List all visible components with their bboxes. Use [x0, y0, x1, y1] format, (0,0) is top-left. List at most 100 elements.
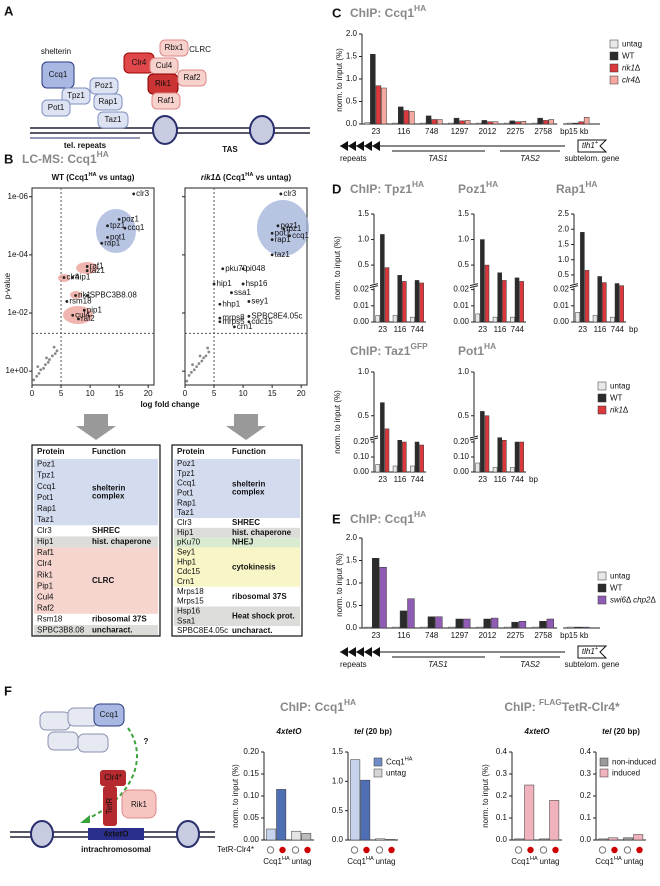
- panel-title-part: ChIP: Ccq1: [280, 700, 344, 714]
- point: [85, 269, 89, 273]
- x-tick-label: 10: [239, 389, 248, 398]
- x-tick-label-part: Ccq1: [263, 857, 282, 866]
- legend-label: untag: [610, 382, 630, 391]
- x-tick-label: 15: [115, 389, 124, 398]
- x-tick-label: untag: [291, 857, 311, 866]
- x-tick-label: 116: [394, 325, 407, 334]
- y-tick-label: 0.01: [553, 301, 569, 310]
- point-label: pip1: [87, 305, 103, 314]
- protein-cell: Hsp16: [177, 607, 201, 616]
- legend-label: rik1Δ: [610, 406, 629, 415]
- point: [43, 363, 47, 367]
- y-tick-label: 1e-02: [8, 308, 29, 317]
- bar: [580, 232, 585, 323]
- induction-on: [304, 846, 311, 854]
- y-tick-label: 0.0: [332, 835, 344, 844]
- legend-label: WT: [610, 584, 623, 593]
- y-tick-label: 0.5: [458, 260, 470, 269]
- chart-title: Pot1HA: [458, 341, 496, 358]
- bar: [448, 122, 454, 125]
- x-tick-label-part: HA: [614, 856, 622, 862]
- region-label: TAS: [222, 145, 238, 154]
- x-tick-label: 10: [86, 389, 95, 398]
- x-axis-label: log fold change: [140, 400, 200, 409]
- bar: [464, 120, 471, 125]
- table-group-bg: [174, 518, 300, 528]
- bar: [492, 316, 498, 323]
- legend-swatch: [609, 63, 619, 73]
- site-label: 4xtetO: [104, 830, 129, 839]
- legend-label-part: Δ: [623, 406, 629, 415]
- x-tick-label: 744: [411, 325, 425, 334]
- y-tick-label: 1.0: [332, 776, 344, 785]
- table-group-bg: [34, 624, 158, 636]
- y-tick-label: 0.5: [346, 97, 358, 106]
- x-tick-label: 116: [494, 475, 507, 484]
- table-group-bg: [174, 626, 300, 636]
- y-tick-label: 1.0: [458, 367, 470, 376]
- axis-break: [569, 285, 579, 289]
- bar: [592, 315, 598, 323]
- plot-title-part: vs untag): [253, 173, 291, 182]
- chart-title-part: ChIP: Taz1: [350, 344, 411, 358]
- point-label: tpz1: [110, 221, 126, 230]
- function-cell: Heat shock prot.: [232, 611, 295, 620]
- chart-title: Rap1HA: [556, 179, 597, 196]
- point-label: pi048: [246, 264, 266, 273]
- legend-swatch: [597, 595, 607, 605]
- question-mark: ?: [144, 737, 149, 746]
- legend-swatch: [609, 75, 619, 85]
- protein-cell: Taz1: [177, 508, 194, 517]
- y-tick-label: 0.0: [496, 835, 508, 844]
- chart-subtitle: 4xtetO: [524, 727, 551, 736]
- protein-label: Raf2: [184, 73, 201, 82]
- y-tick-label: 0.10: [353, 452, 369, 461]
- bar: [483, 618, 491, 629]
- bar: [519, 441, 524, 473]
- protein: [159, 39, 189, 57]
- chart-subtitle: 4xtetO: [276, 727, 303, 736]
- bar: [518, 621, 527, 629]
- legend-swatch: [597, 405, 607, 415]
- bar: [364, 122, 371, 125]
- y-tick-label: 1.0: [558, 255, 570, 264]
- function-cell: shelterin: [92, 483, 125, 492]
- axis-break: [469, 435, 479, 439]
- point: [123, 226, 127, 230]
- bar: [582, 626, 590, 629]
- x-tick-label: 0: [183, 389, 188, 398]
- bar: [419, 444, 424, 473]
- axis-break: [369, 437, 379, 441]
- y-tick-label: 1.5: [458, 209, 470, 218]
- point: [282, 227, 286, 231]
- function-cell: NHEJ: [232, 538, 253, 547]
- protein: [41, 99, 71, 117]
- table-group-bg: [174, 586, 300, 607]
- panel-title: LC-MS: Ccq1HA: [22, 149, 109, 166]
- y-tick-label: 0.1: [496, 813, 508, 822]
- chart-title-part: HA: [484, 341, 496, 351]
- bar: [360, 779, 371, 841]
- point: [200, 359, 204, 363]
- bar: [276, 789, 287, 841]
- chart-title-part: HA: [412, 179, 424, 189]
- panel-title-part: LC-MS: Ccq1: [22, 152, 97, 166]
- table-header: Protein: [177, 447, 205, 456]
- tetO-site: [88, 828, 144, 840]
- x-tick-label: Ccq1HA: [263, 856, 290, 866]
- chart-title: ChIP: Tpz1HA: [350, 179, 424, 196]
- point: [218, 320, 222, 324]
- bar: [437, 119, 443, 125]
- y-tick-label: 0.5: [358, 411, 370, 420]
- legend-label: untag: [622, 40, 642, 49]
- y-tick-label: 0.5: [346, 601, 358, 610]
- protein-cell: Hip1: [37, 537, 54, 546]
- bar: [453, 117, 460, 125]
- protein-cell: Cul4: [37, 592, 54, 601]
- protein: [100, 770, 126, 786]
- bar: [520, 121, 527, 125]
- point-label: SPBC3B8.08: [90, 291, 138, 300]
- point: [232, 325, 236, 329]
- bar: [291, 830, 302, 841]
